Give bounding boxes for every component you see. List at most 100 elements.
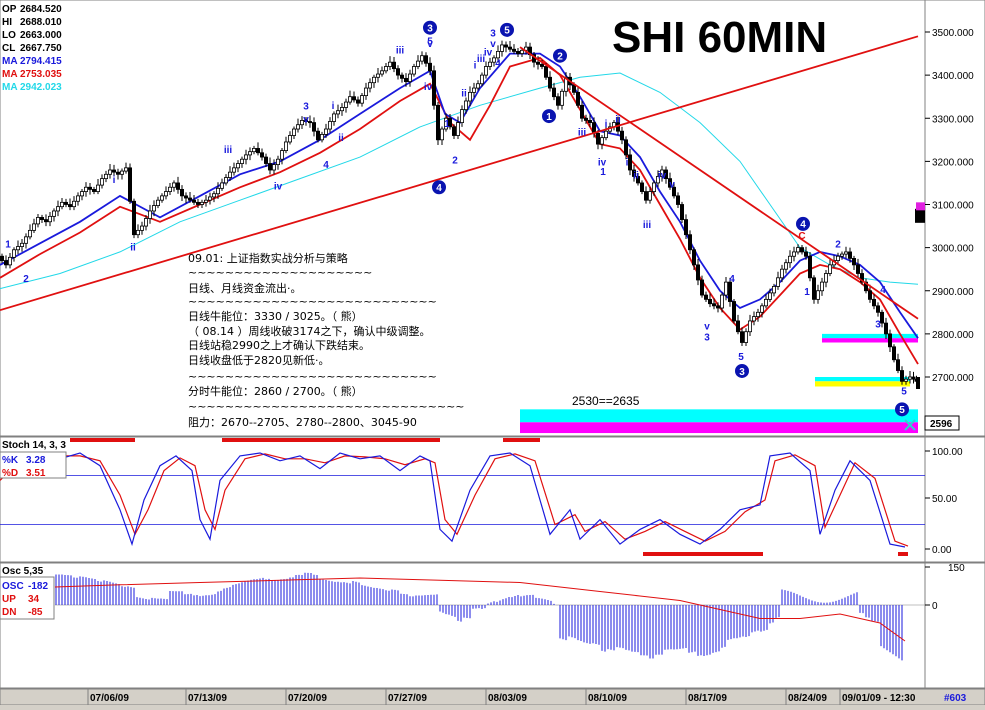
- candle-body: [120, 170, 125, 175]
- candle-body: [772, 286, 777, 294]
- osc-legend-value: -85: [28, 607, 43, 618]
- wave-label: 5: [738, 352, 744, 363]
- candle-body: [736, 320, 741, 333]
- candle-body: [556, 96, 561, 106]
- wave-marker-circle: [796, 216, 810, 231]
- candle-body: [516, 51, 521, 54]
- price-tick-label: 2700.000: [932, 373, 974, 384]
- wave-label: i: [626, 158, 629, 169]
- candle-body: [828, 264, 833, 274]
- candle-body: [696, 264, 701, 281]
- time-axis: 07/06/09 07/13/09 07/20/09 07/27/09 08/03/09…: [87, 689, 967, 705]
- ohlc-info-block: OP 2684.520 HI 2688.010 LO 2663.000 CL 2667.750…: [2, 4, 62, 93]
- candle-body: [684, 219, 689, 236]
- candle-body: [303, 120, 308, 123]
- info-label: MA: [2, 56, 18, 67]
- wave-label: iii: [224, 145, 233, 156]
- candle-body: [307, 121, 312, 124]
- stoch-red-bar-top: [503, 438, 540, 442]
- candle-body: [112, 169, 117, 173]
- candle-body: [363, 87, 368, 97]
- ma-cyan-line: [0, 72, 919, 290]
- candle-body: [836, 255, 841, 261]
- wave-label: v: [669, 179, 675, 190]
- candle-body: [96, 184, 101, 192]
- candle-body: [688, 234, 693, 251]
- candle-body: [864, 281, 869, 292]
- candle-body: [295, 124, 300, 130]
- candle-body: [676, 195, 681, 205]
- candle-body: [36, 217, 41, 225]
- wave-label: 3: [704, 332, 710, 343]
- candle-body: [323, 128, 328, 135]
- info-value: 2794.415: [20, 56, 62, 67]
- candle-body: [339, 107, 344, 112]
- candle-body: [279, 150, 284, 160]
- candle-body: [491, 57, 496, 63]
- wave-marker-circle: [542, 109, 556, 124]
- candle-body: [439, 128, 444, 141]
- candle-body: [860, 273, 865, 283]
- candle-body: [708, 298, 713, 305]
- candle-body: [427, 62, 432, 72]
- candle-body: [660, 169, 665, 177]
- candle-body: [299, 120, 304, 126]
- candle-body: [255, 148, 260, 154]
- wave-label: 1: [444, 119, 450, 130]
- candle-body: [287, 135, 292, 143]
- candle-body: [884, 322, 889, 335]
- candle-body: [467, 91, 472, 102]
- trendline-1: [519, 46, 919, 320]
- candle-body: [812, 277, 817, 300]
- price-tick-label: 2900.000: [932, 287, 974, 298]
- oscillator-indicator: Osc 5,35 OSC -182 UP 34 DN -85 150 0: [0, 563, 965, 661]
- commentary-line: ~~~~~~~~~~~~~~~~~~~~~~~~~~~: [188, 295, 437, 308]
- candle-body: [211, 193, 216, 198]
- candle-body: [716, 305, 721, 309]
- price-tick-label: 3500.000: [932, 28, 974, 39]
- candle-body: [135, 229, 140, 236]
- candle-body: [520, 49, 525, 54]
- price-tick-label: 3200.000: [932, 157, 974, 168]
- candle-body: [72, 200, 77, 208]
- candle-body: [167, 186, 172, 192]
- candle-body: [15, 246, 20, 251]
- candle-body: [672, 186, 677, 197]
- stoch-legend-box: [0, 451, 67, 479]
- info-label: LO: [2, 30, 16, 41]
- candle-body: [455, 122, 460, 136]
- candle-body: [447, 117, 452, 128]
- wave-label: C: [798, 231, 805, 242]
- candle-body: [483, 66, 488, 76]
- wave-label: 1: [804, 287, 810, 298]
- candle-body: [0, 255, 4, 261]
- candle-body: [315, 130, 320, 141]
- candle-body: [604, 130, 609, 139]
- candle-body: [463, 100, 468, 111]
- zone-label: 2530==2635: [572, 394, 640, 408]
- stoch-tick-label: 50.00: [932, 494, 957, 505]
- candle-body: [640, 182, 645, 192]
- candle-body: [367, 82, 372, 89]
- support-zone-0: [520, 409, 918, 423]
- candle-body: [656, 176, 661, 184]
- stochastic-indicator: Stoch 14, 3, 3 %K 3.28 %D 3.51 100.00 50.00 0.0…: [0, 438, 963, 556]
- wave-label: iv: [274, 181, 283, 192]
- candle-body: [379, 70, 384, 75]
- candle-body: [243, 154, 248, 160]
- trendline-0: [0, 35, 919, 312]
- candle-body: [740, 331, 745, 343]
- wave-marker-label: 3: [739, 367, 745, 378]
- candle-body: [92, 189, 97, 192]
- candle-body: [644, 191, 649, 201]
- stoch-red-bar-top: [70, 438, 135, 442]
- candle-body: [271, 164, 276, 171]
- candle-body: [84, 186, 89, 192]
- candle-body: [451, 126, 456, 136]
- wave-label: 1: [600, 167, 606, 178]
- time-tick-label: 07/20/09: [288, 693, 327, 704]
- wave-label: iii: [396, 46, 405, 57]
- ma-red-line: [0, 56, 919, 365]
- stoch-d-value: 3.51: [26, 468, 46, 479]
- candle-body: [275, 158, 280, 166]
